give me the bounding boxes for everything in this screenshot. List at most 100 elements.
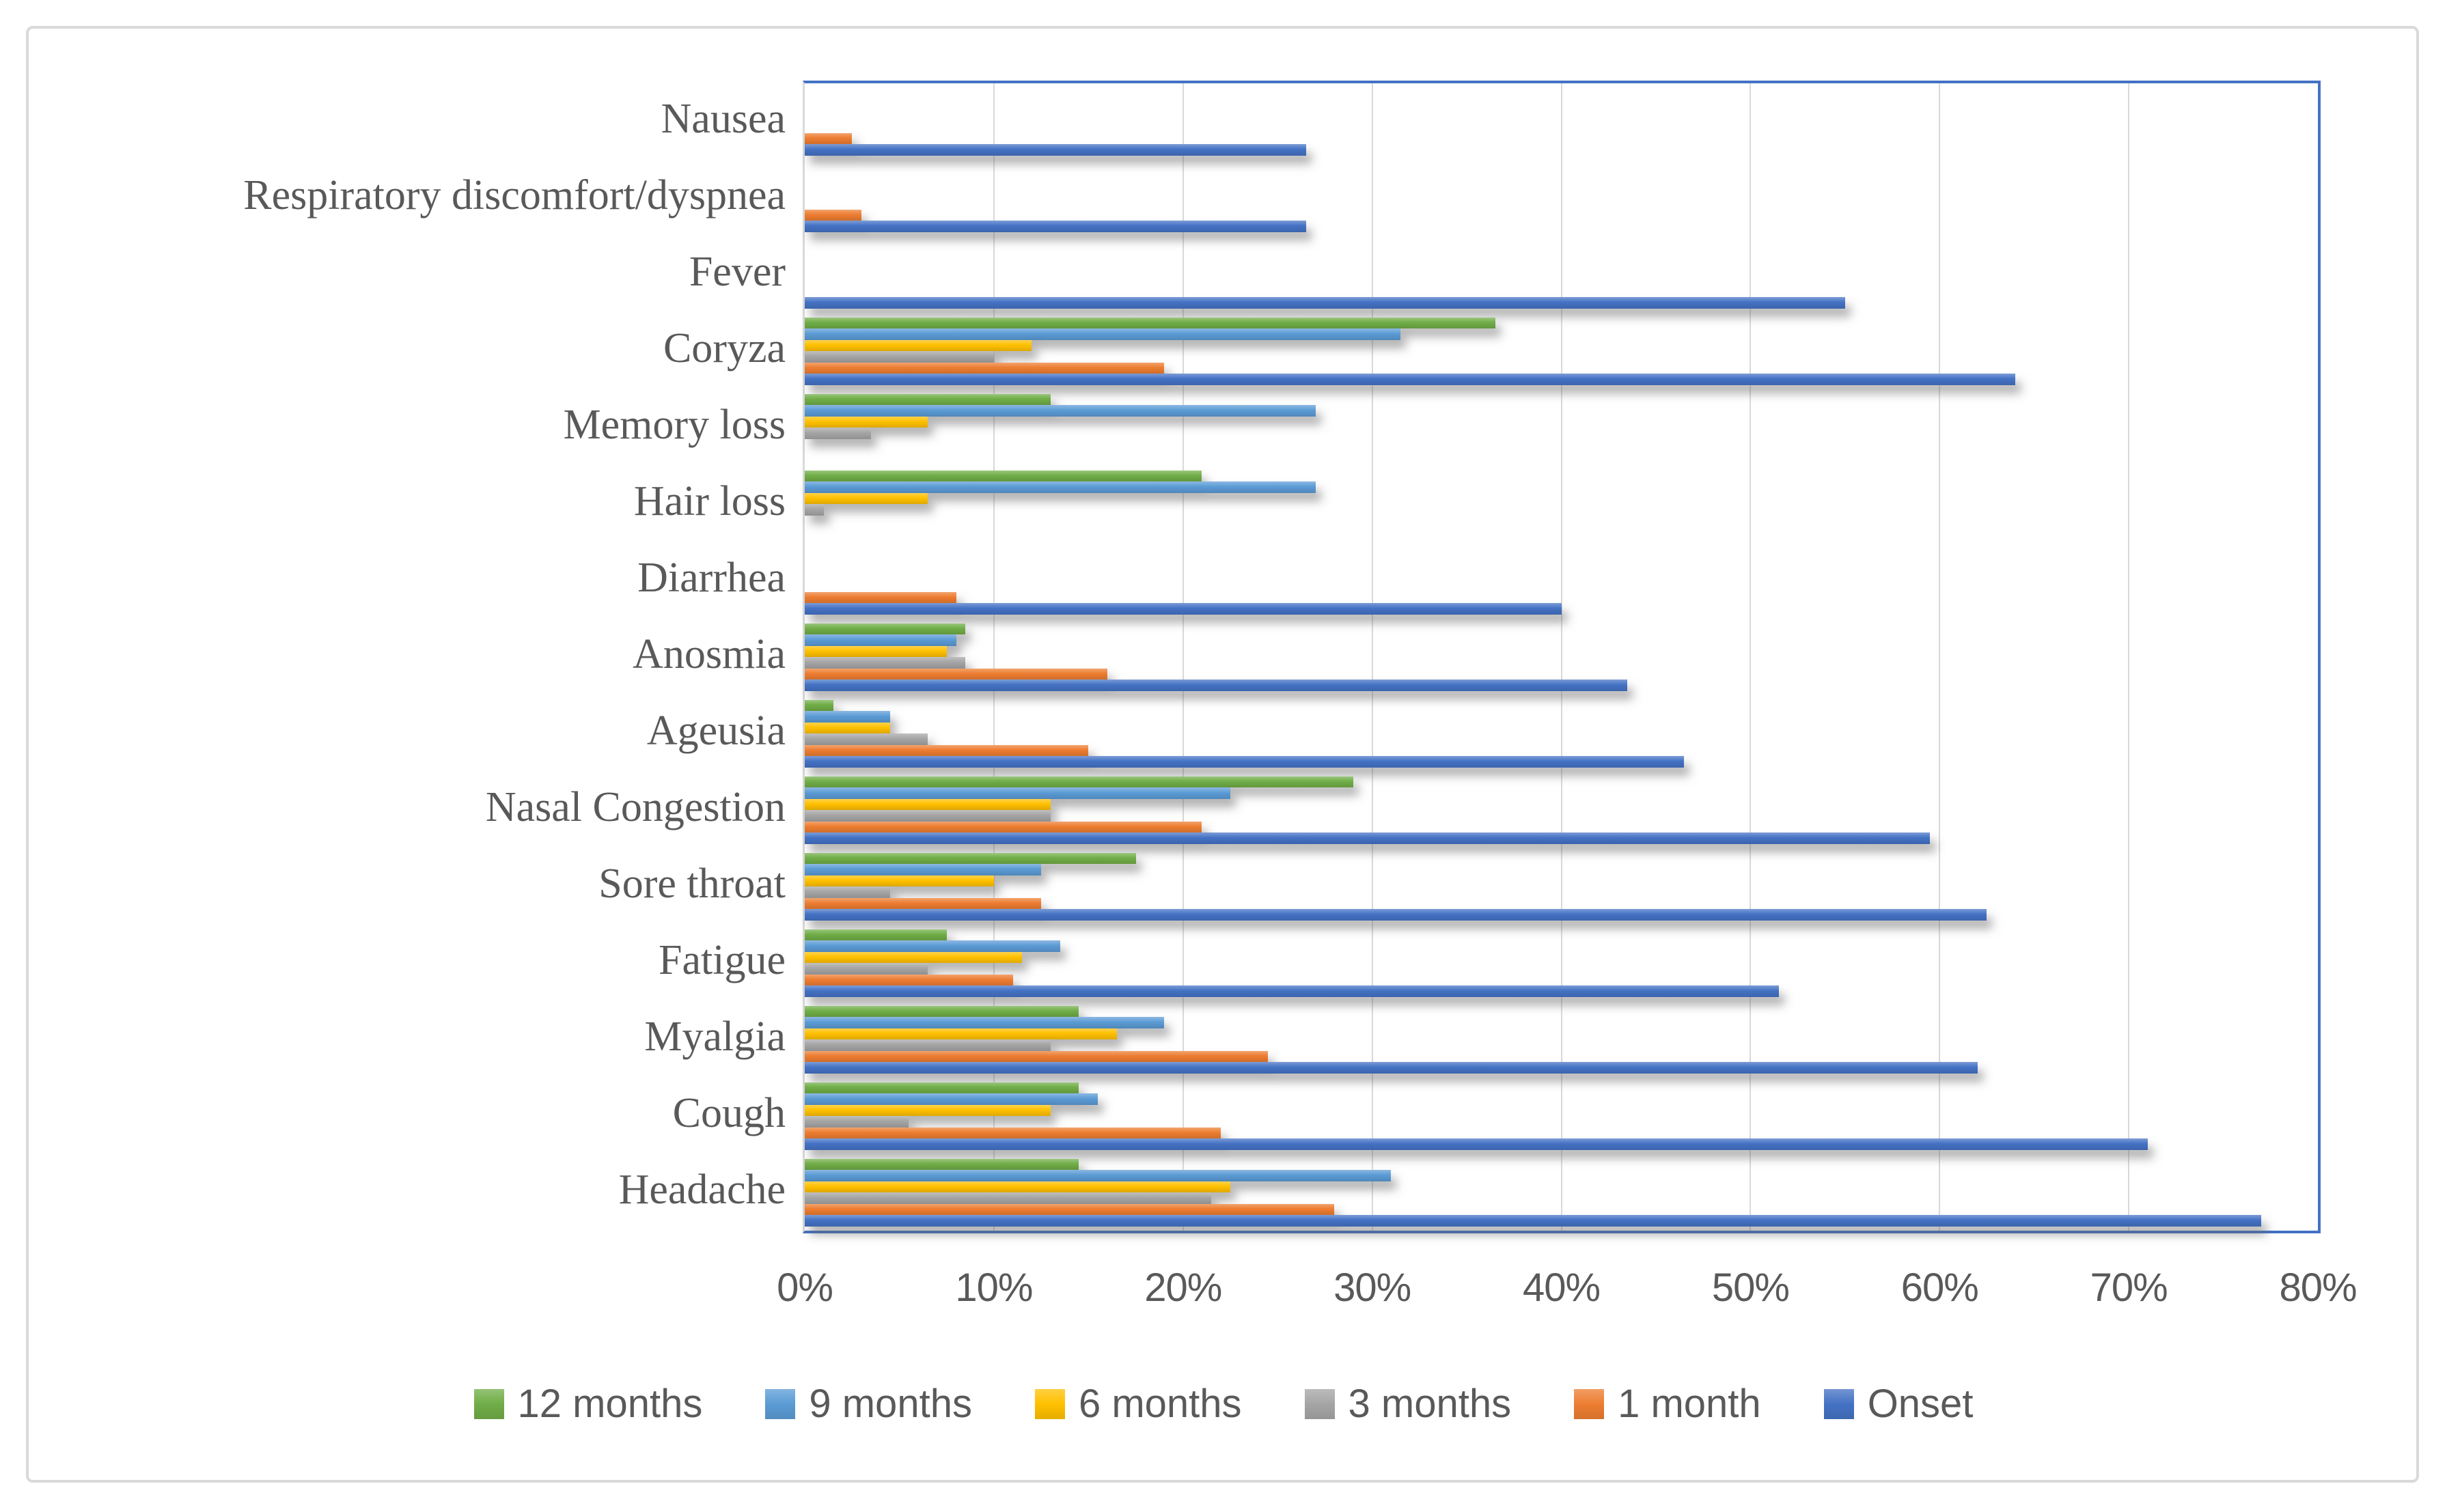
gridline-50pct [1750,83,1752,1231]
bar-1-month-coryza [805,362,1165,374]
legend-swatch-icon [473,1388,504,1419]
legend-swatch-icon [765,1388,796,1419]
bar-6-months-cough [805,1104,1051,1116]
x-tick-label: 40% [1522,1265,1601,1310]
bar-6-months-ageusia [805,722,890,733]
bar-12-months-sore-throat [805,852,1136,864]
bar-12-months-anosmia [805,623,966,634]
category-label: Nausea [661,96,786,142]
bar-3-months-sore-throat [805,886,890,898]
legend-item-9-months: 9 months [765,1381,972,1427]
bar-1-month-myalgia [805,1050,1269,1062]
bar-6-months-anosmia [805,645,947,657]
x-tick-label: 60% [1900,1265,1979,1310]
bar-onset-coryza [805,374,2015,385]
bar-onset-headache [805,1215,2261,1227]
legend-swatch-icon [1034,1388,1065,1419]
bar-9-months-coryza [805,328,1401,340]
bar-12-months-memory-loss [805,393,1051,405]
legend-swatch-icon [1304,1388,1335,1419]
legend-swatch-icon [1574,1388,1605,1419]
bar-12-months-hair-loss [805,470,1202,481]
bar-6-months-coryza [805,339,1032,351]
bar-1-month-headache [805,1203,1335,1215]
legend-item-6-months: 6 months [1034,1381,1242,1427]
bar-onset-anosmia [805,680,1628,691]
bar-9-months-cough [805,1093,1098,1105]
gridline-10pct [993,83,995,1231]
bar-6-months-myalgia [805,1028,1117,1039]
legend: 12 months 9 months 6 months 3 months 1 month… [0,1381,2447,1427]
bar-3-months-headache [805,1192,1212,1204]
bar-3-months-hair-loss [805,504,824,516]
legend-label: 3 months [1348,1382,1512,1426]
bar-9-months-hair-loss [805,481,1316,493]
bar-9-months-anosmia [805,634,956,646]
legend-label: 1 month [1618,1382,1761,1426]
bar-1-month-sore-throat [805,897,1042,909]
x-tick-label: 0% [777,1265,833,1310]
bar-3-months-anosmia [805,657,966,669]
category-label: Memory loss [563,402,786,448]
bar-9-months-fatigue [805,940,1060,952]
category-label: Nasal Congestion [485,784,786,830]
x-tick-label: 50% [1711,1265,1790,1310]
plot-area [803,81,2321,1233]
bar-1-month-ageusia [805,744,1089,756]
category-label: Respiratory discomfort/dyspnea [243,172,786,219]
bar-3-months-nasal-congestion [805,810,1051,822]
bar-6-months-fatigue [805,951,1023,963]
bar-6-months-memory-loss [805,416,928,428]
bar-onset-nasal-congestion [805,832,1931,844]
bar-9-months-nasal-congestion [805,787,1230,799]
gridline-70pct [2128,83,2130,1231]
category-label: Anosmia [633,631,786,677]
category-label: Headache [618,1166,786,1213]
x-tick-label: 30% [1333,1265,1411,1310]
category-label: Diarrhea [637,555,786,601]
gridline-30pct [1371,83,1373,1231]
legend-label: 9 months [809,1382,972,1426]
legend-swatch-icon [1823,1388,1854,1419]
bar-onset-diarrhea [805,603,1562,615]
bar-9-months-ageusia [805,711,890,723]
bar-9-months-headache [805,1170,1392,1181]
bar-1-month-anosmia [805,668,1107,680]
bar-1-month-nausea [805,132,853,144]
bar-12-months-fatigue [805,929,947,940]
x-tick-label: 10% [955,1265,1033,1310]
bar-1-month-respiratory-discomfort-dyspnea [805,209,862,221]
bar-onset-sore-throat [805,909,1987,921]
category-label: Hair loss [633,478,786,524]
x-tick-label: 20% [1144,1265,1222,1310]
bar-onset-respiratory-discomfort-dyspnea [805,221,1306,232]
bar-onset-fever [805,297,1845,309]
legend-item-1-month: 1 month [1574,1381,1761,1427]
bar-3-months-fatigue [805,963,928,975]
category-label: Sore throat [598,860,786,907]
category-label: Fever [689,249,786,295]
legend-label: 6 months [1078,1382,1242,1426]
bar-12-months-ageusia [805,699,833,711]
bar-onset-cough [805,1138,2148,1150]
bar-3-months-myalgia [805,1039,1051,1051]
x-tick-label: 80% [2279,1265,2357,1310]
bar-1-month-nasal-congestion [805,821,1202,832]
legend-item-12-months: 12 months [473,1381,702,1427]
bar-12-months-headache [805,1158,1079,1170]
category-label: Coryza [663,325,786,372]
bar-3-months-ageusia [805,733,928,745]
bar-onset-nausea [805,144,1306,156]
legend-label: Onset [1867,1382,1974,1426]
category-label: Cough [672,1090,786,1136]
category-label: Fatigue [659,937,786,983]
bar-9-months-myalgia [805,1017,1165,1028]
bar-onset-myalgia [805,1062,1978,1074]
legend-item-onset: Onset [1823,1381,1974,1427]
bar-1-month-diarrhea [805,591,956,603]
bar-3-months-coryza [805,351,994,363]
legend-item-3-months: 3 months [1304,1381,1512,1427]
bar-onset-ageusia [805,756,1685,768]
bar-6-months-headache [805,1181,1230,1192]
